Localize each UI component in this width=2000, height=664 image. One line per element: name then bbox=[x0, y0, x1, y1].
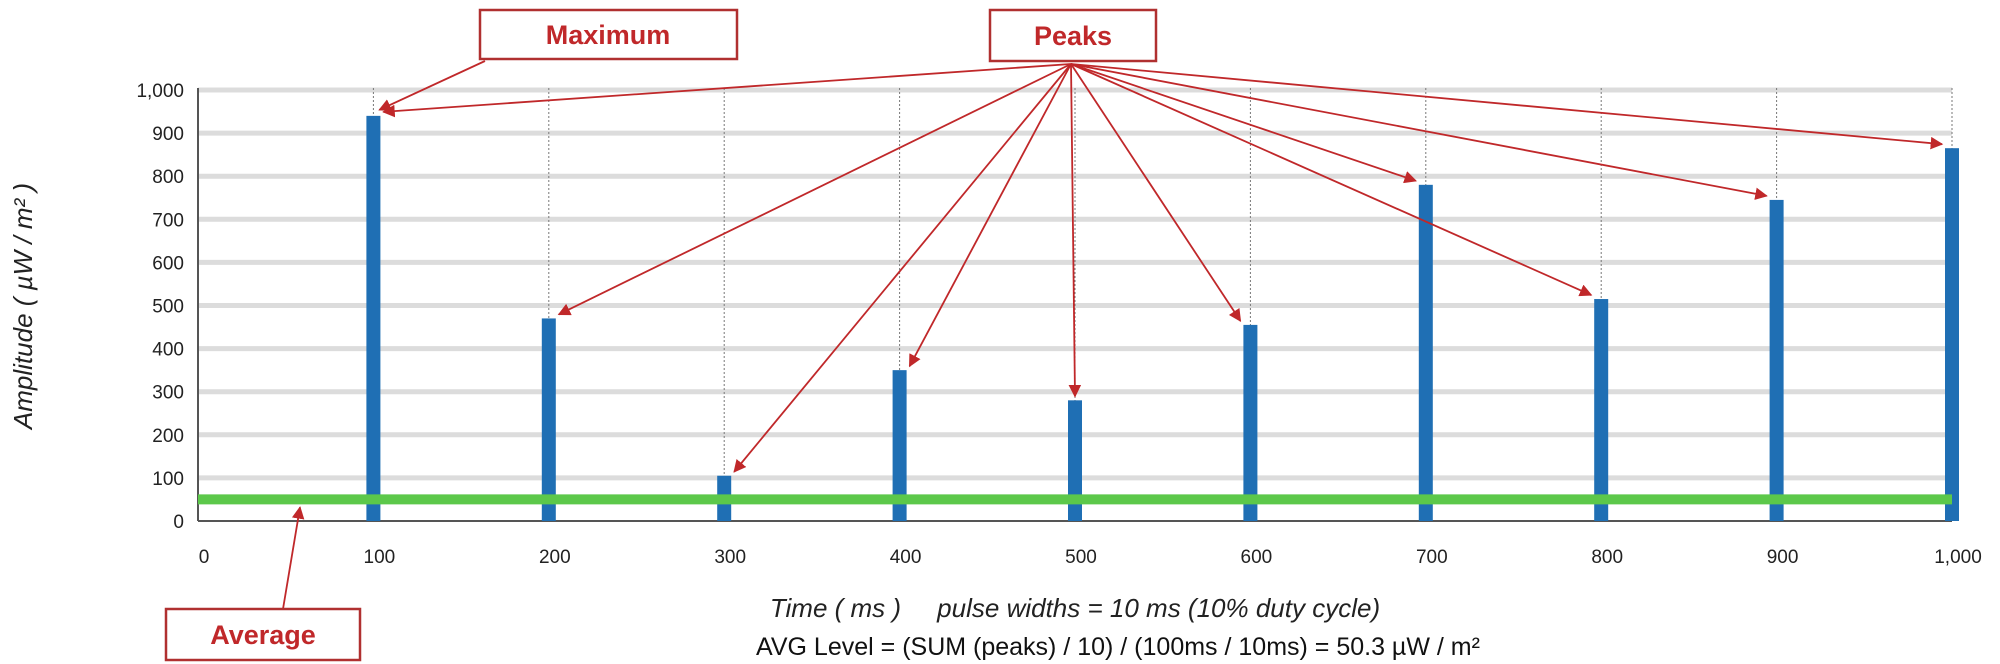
x-tick-label: 600 bbox=[1241, 547, 1273, 568]
y-tick-label: 300 bbox=[152, 383, 184, 404]
peaks-callout: Peaks bbox=[988, 8, 1158, 63]
bar bbox=[1945, 148, 1959, 521]
average-callout: Average bbox=[164, 607, 362, 662]
gridlines bbox=[197, 87, 1953, 522]
annotation-arrows bbox=[282, 60, 1944, 610]
y-axis-ticks: 0 100 200 300 400 500 600 700 800 900 1,000 bbox=[136, 81, 184, 533]
peak-arrow bbox=[1070, 63, 1768, 200]
peak-arrow bbox=[1070, 63, 1593, 297]
bar bbox=[1068, 400, 1082, 521]
x-tick-label: 100 bbox=[364, 547, 396, 568]
maximum-callout: Maximum bbox=[478, 8, 739, 61]
y-tick-label: 400 bbox=[152, 340, 184, 361]
bar bbox=[541, 318, 556, 521]
x-tick-label: 300 bbox=[714, 547, 746, 568]
peak-arrow bbox=[1070, 63, 1242, 322]
y-tick-label: 500 bbox=[152, 297, 184, 318]
bar bbox=[1243, 324, 1258, 521]
svg-text:Peaks: Peaks bbox=[1034, 21, 1112, 51]
peak-arrow bbox=[1070, 63, 1944, 150]
bar bbox=[1594, 299, 1609, 521]
y-tick-label: 800 bbox=[152, 167, 184, 188]
x-tick-label: 800 bbox=[1591, 547, 1623, 568]
peak-arrow bbox=[1070, 63, 1417, 184]
bars bbox=[366, 115, 1959, 522]
bar bbox=[892, 370, 907, 521]
bar bbox=[1769, 199, 1784, 521]
maximum-arrow bbox=[378, 60, 486, 111]
y-tick-label: 900 bbox=[152, 124, 184, 145]
peak-arrow bbox=[733, 63, 1072, 473]
avg-formula: AVG Level = (SUM (peaks) / 10) / (100ms … bbox=[756, 633, 1480, 661]
x-tick-label: 400 bbox=[890, 547, 922, 568]
x-tick-label: 700 bbox=[1416, 547, 1448, 568]
x-axis-title: Time ( ms ) pulse widths = 10 ms (10% du… bbox=[770, 593, 1380, 623]
x-tick-label: 1,000 bbox=[1934, 547, 1982, 568]
x-tick-label: 0 bbox=[199, 547, 210, 568]
y-tick-label: 600 bbox=[152, 253, 184, 274]
average-arrow bbox=[282, 506, 305, 610]
x-tick-label: 500 bbox=[1065, 547, 1097, 568]
peak-arrow bbox=[908, 63, 1072, 368]
peak-arrow bbox=[1068, 63, 1082, 398]
y-axis-title: Amplitude ( µW / m² ) bbox=[8, 183, 38, 431]
bar bbox=[1418, 184, 1433, 521]
y-tick-label: 1,000 bbox=[136, 81, 184, 102]
peak-arrow bbox=[557, 63, 1072, 316]
y-tick-label: 700 bbox=[152, 210, 184, 231]
y-tick-label: 100 bbox=[152, 469, 184, 490]
x-tick-label: 900 bbox=[1767, 547, 1799, 568]
x-axis-ticks: 0 100 200 300 400 500 600 700 800 900 1,000 bbox=[199, 547, 1982, 568]
y-tick-label: 0 bbox=[173, 512, 184, 533]
x-tick-label: 200 bbox=[539, 547, 571, 568]
peak-arrow bbox=[382, 63, 1072, 118]
svg-text:Average: Average bbox=[210, 620, 316, 650]
svg-text:Maximum: Maximum bbox=[546, 20, 671, 50]
bar bbox=[366, 115, 381, 522]
y-tick-label: 200 bbox=[152, 426, 184, 447]
